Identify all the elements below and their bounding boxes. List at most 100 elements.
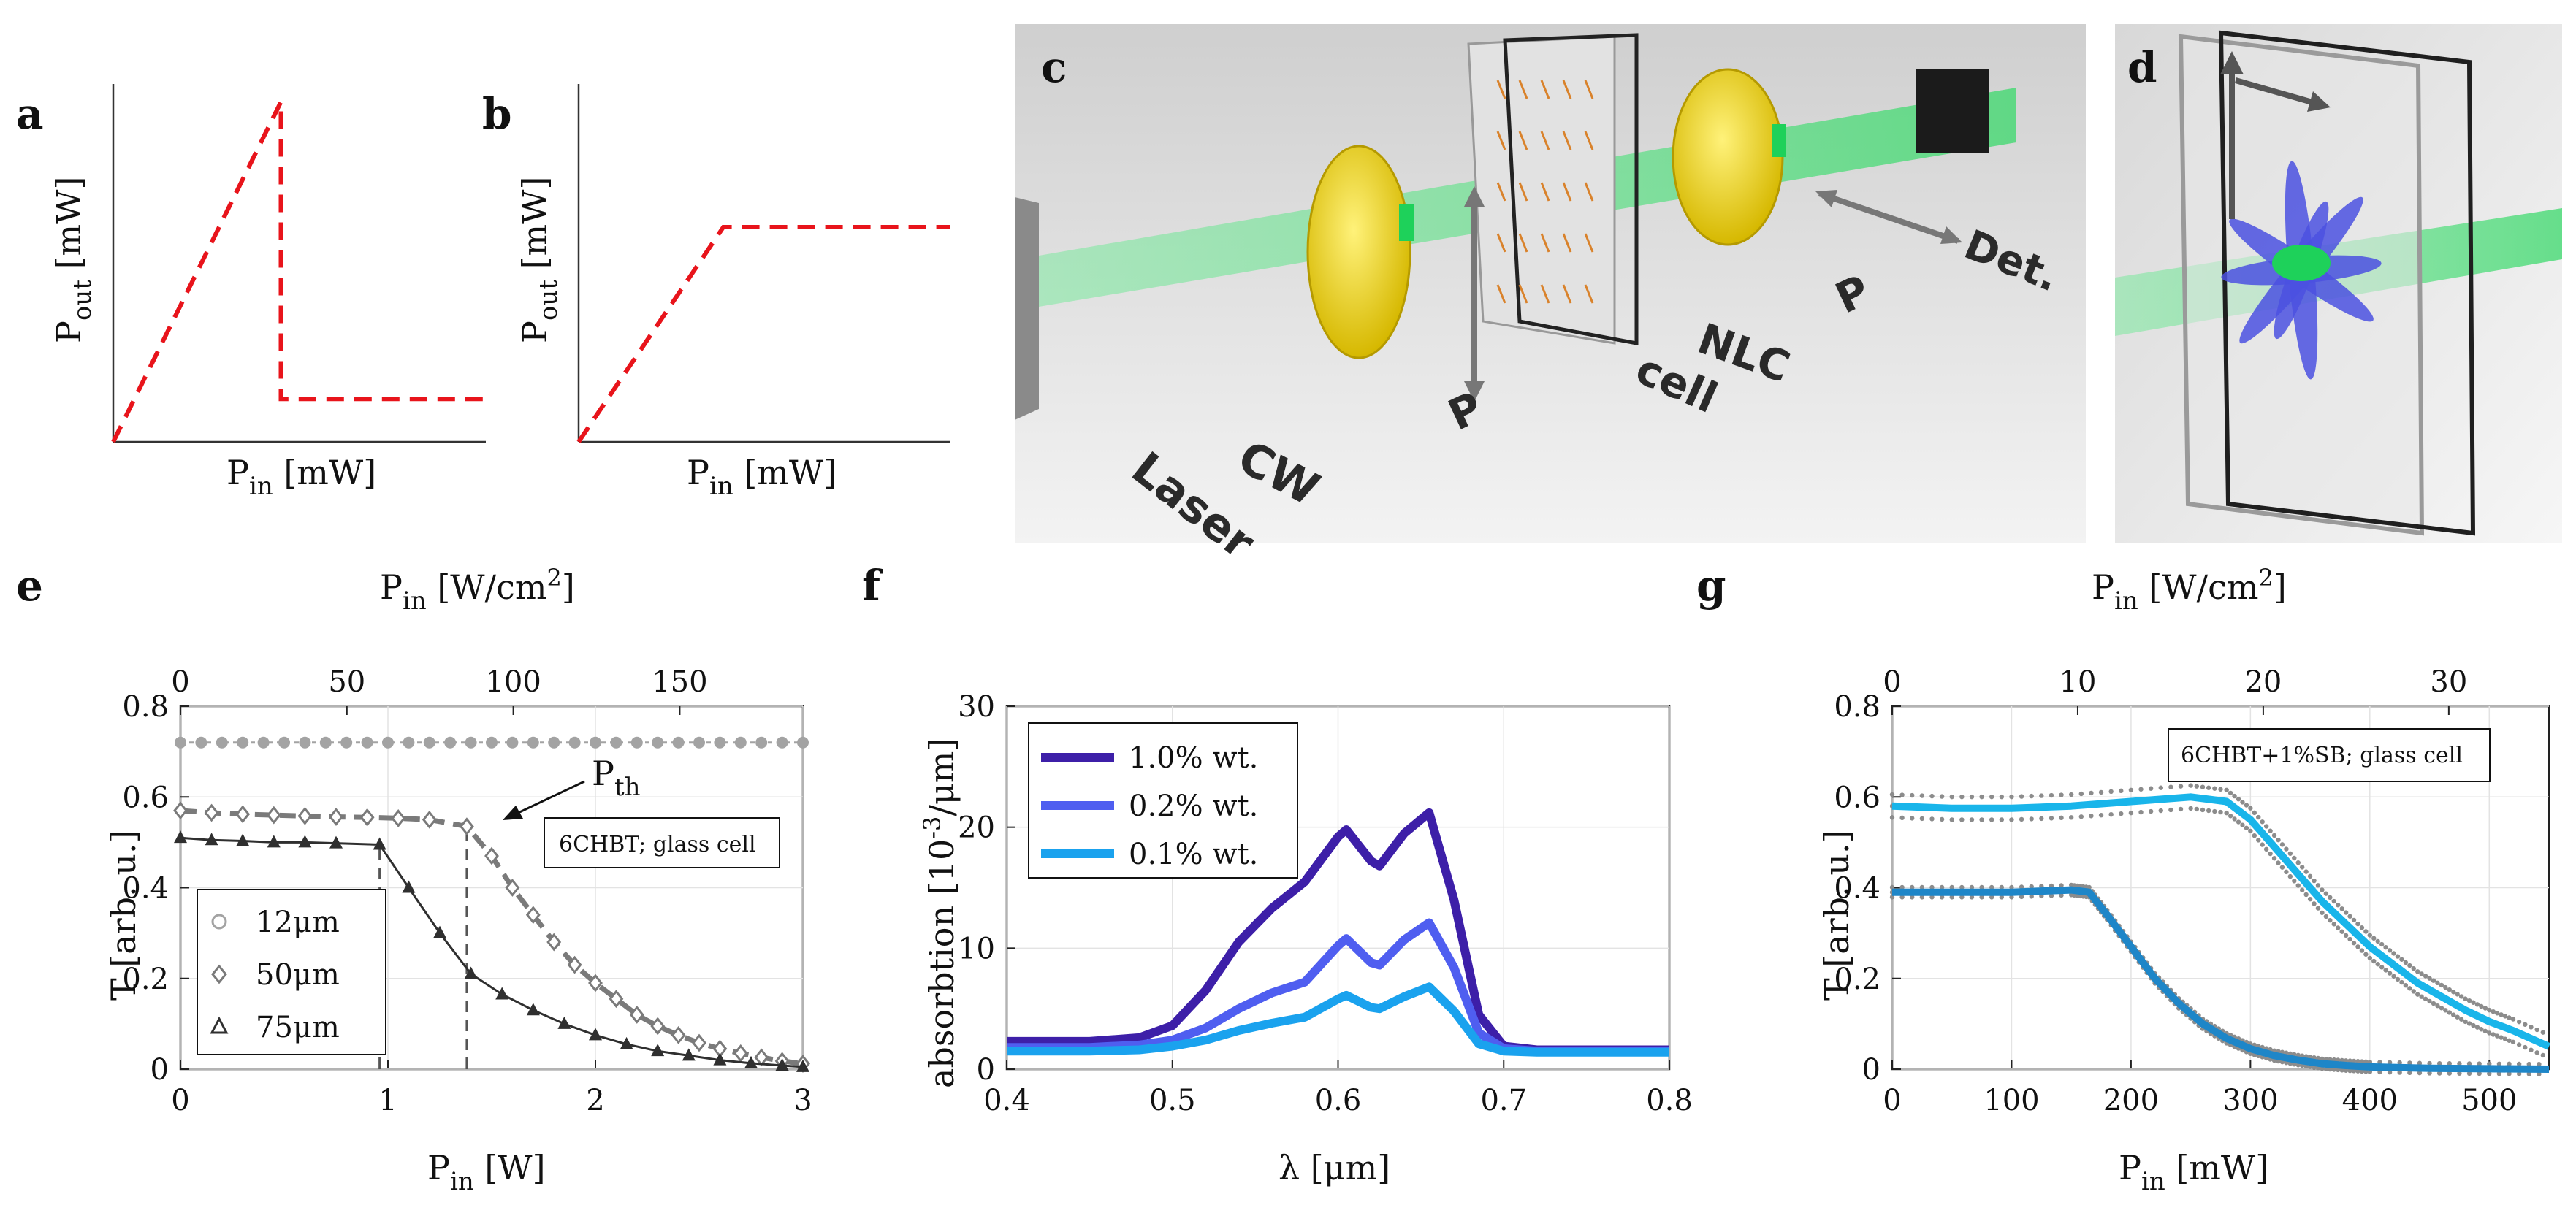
measurement-point bbox=[1910, 884, 1915, 890]
measurement-point bbox=[2138, 809, 2144, 815]
measurement-point bbox=[2240, 800, 2245, 805]
measurement-point bbox=[2395, 976, 2401, 982]
data-point bbox=[216, 736, 228, 749]
data-point bbox=[557, 1016, 571, 1029]
panel-a-chart: a Pin [mW] Pout [mW] bbox=[16, 84, 486, 501]
x-tick-label: 3 bbox=[793, 1084, 812, 1117]
x2-tick-label: 0 bbox=[171, 665, 189, 699]
data-series bbox=[173, 736, 810, 1073]
axis-ticks: 0.4 0.5 0.6 0.7 0.8 0 10 20 30 bbox=[958, 690, 1693, 1117]
measurement-point bbox=[1969, 884, 1975, 890]
measurement-point bbox=[2206, 785, 2211, 790]
measurement-point bbox=[2458, 1017, 2464, 1022]
measurement-point bbox=[2312, 878, 2317, 884]
measurement-point bbox=[2252, 833, 2257, 838]
polarization-arrow bbox=[1818, 191, 1959, 244]
measurement-point bbox=[2487, 1061, 2492, 1066]
data-point bbox=[278, 736, 290, 749]
y-tick-label: 20 bbox=[958, 811, 995, 845]
data-point bbox=[465, 736, 477, 749]
measurement-point bbox=[2487, 1030, 2492, 1036]
measurement-point bbox=[2039, 793, 2044, 798]
data-point bbox=[175, 736, 186, 749]
y-tick-label: 0.4 bbox=[1834, 872, 1880, 906]
measurement-point bbox=[2240, 822, 2245, 827]
x2-tick-label: 50 bbox=[328, 665, 365, 699]
measurement-point bbox=[2479, 1027, 2484, 1032]
measurement-point bbox=[1999, 817, 2005, 822]
measurement-point bbox=[2284, 846, 2289, 852]
fit-line bbox=[1892, 886, 2550, 1073]
measurement-point bbox=[2411, 965, 2416, 971]
measurement-point bbox=[2168, 784, 2173, 789]
measurement-point bbox=[2510, 1039, 2516, 1045]
data-point bbox=[495, 987, 509, 1000]
axis-ticks: 0 1 2 300.20.40.60.80 50 100 150 bbox=[122, 665, 812, 1117]
measurement-point bbox=[2359, 1059, 2365, 1064]
measurement-point bbox=[2009, 817, 2014, 822]
y-tick-label: 0 bbox=[1862, 1053, 1880, 1087]
measurement-point bbox=[2009, 794, 2014, 800]
measurement-point bbox=[2260, 819, 2265, 825]
measurement-point bbox=[2417, 1060, 2423, 1066]
x2-tick-label: 10 bbox=[2059, 665, 2097, 699]
measurement-point bbox=[2516, 1019, 2522, 1025]
measurement-point bbox=[2244, 825, 2249, 831]
y-axis-label: Pout [mW] bbox=[49, 177, 97, 343]
arrowhead bbox=[2220, 51, 2244, 74]
measurement-point bbox=[2431, 1001, 2436, 1006]
measurement-point bbox=[2355, 921, 2360, 927]
measurement-point bbox=[2502, 1036, 2508, 1041]
measurement-point bbox=[2367, 1069, 2373, 1074]
measurement-point bbox=[2458, 994, 2464, 999]
measurement-point bbox=[2482, 1006, 2488, 1011]
data-point bbox=[682, 1048, 696, 1061]
measurement-point bbox=[2320, 910, 2325, 915]
measurement-point bbox=[2299, 865, 2305, 870]
x-axis-label: Pin [mW] bbox=[226, 453, 376, 501]
measurement-point bbox=[2168, 807, 2173, 813]
measurement-point bbox=[2383, 968, 2388, 973]
measurement-point bbox=[2323, 1066, 2329, 1071]
measurement-point bbox=[2059, 792, 2064, 797]
measurement-point bbox=[2447, 1071, 2452, 1076]
measurement-point bbox=[2397, 1070, 2402, 1075]
measurement-point bbox=[2379, 941, 2385, 947]
measurement-point bbox=[2224, 787, 2229, 793]
lc-molecule-array bbox=[1496, 80, 1594, 304]
measurement-point bbox=[2019, 894, 2024, 900]
measurement-point bbox=[2407, 986, 2412, 991]
measurement-point bbox=[2331, 922, 2336, 927]
panel-f-chart: f 0.4 0.5 0.6 0.7 0.8 0 10 20 30 λ [μm] absorbti… bbox=[862, 561, 1693, 1187]
measurement-point bbox=[2363, 952, 2369, 957]
measurement-point bbox=[2343, 933, 2349, 938]
measurement-point bbox=[2138, 787, 2144, 792]
data-point bbox=[744, 1055, 758, 1068]
measurement-point bbox=[2415, 992, 2420, 997]
polarizer-disc bbox=[1306, 145, 1411, 359]
measurement-point bbox=[2295, 883, 2301, 888]
measurement-point bbox=[2526, 1061, 2531, 1067]
measurement-point bbox=[1949, 817, 1954, 822]
data-point bbox=[505, 879, 520, 897]
measurement-point bbox=[2307, 873, 2313, 879]
measurement-point bbox=[2377, 1060, 2382, 1065]
measurement-point bbox=[1929, 816, 1935, 822]
measurement-point bbox=[2049, 893, 2054, 898]
measurement-point bbox=[2336, 1067, 2341, 1073]
y-axis-label: absorbtion [10-3/μm] bbox=[918, 738, 961, 1088]
x-tick-label: 0.8 bbox=[1646, 1084, 1693, 1117]
fit-line bbox=[1891, 793, 2551, 1050]
measurement-point bbox=[2457, 1061, 2462, 1066]
data-point bbox=[423, 736, 435, 749]
measurement-point bbox=[2148, 808, 2154, 814]
measurement-point bbox=[2268, 828, 2273, 833]
measurement-point bbox=[2328, 895, 2333, 900]
legend-label: 50μm bbox=[256, 958, 340, 992]
measurement-point bbox=[2194, 784, 2200, 789]
measurement-point bbox=[2516, 1071, 2522, 1076]
measurement-point bbox=[2423, 996, 2428, 1002]
measurement-point bbox=[2407, 1060, 2412, 1066]
measurement-point bbox=[2347, 1068, 2352, 1074]
measurement-point bbox=[2029, 816, 2034, 822]
